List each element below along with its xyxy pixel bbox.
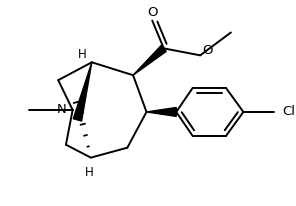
Text: Cl: Cl bbox=[282, 105, 295, 118]
Polygon shape bbox=[147, 108, 176, 116]
Polygon shape bbox=[73, 62, 92, 121]
Polygon shape bbox=[133, 45, 166, 75]
Text: H: H bbox=[85, 166, 93, 179]
Text: H: H bbox=[78, 48, 87, 61]
Text: N: N bbox=[56, 103, 66, 116]
Text: O: O bbox=[203, 44, 213, 57]
Text: O: O bbox=[147, 6, 157, 19]
